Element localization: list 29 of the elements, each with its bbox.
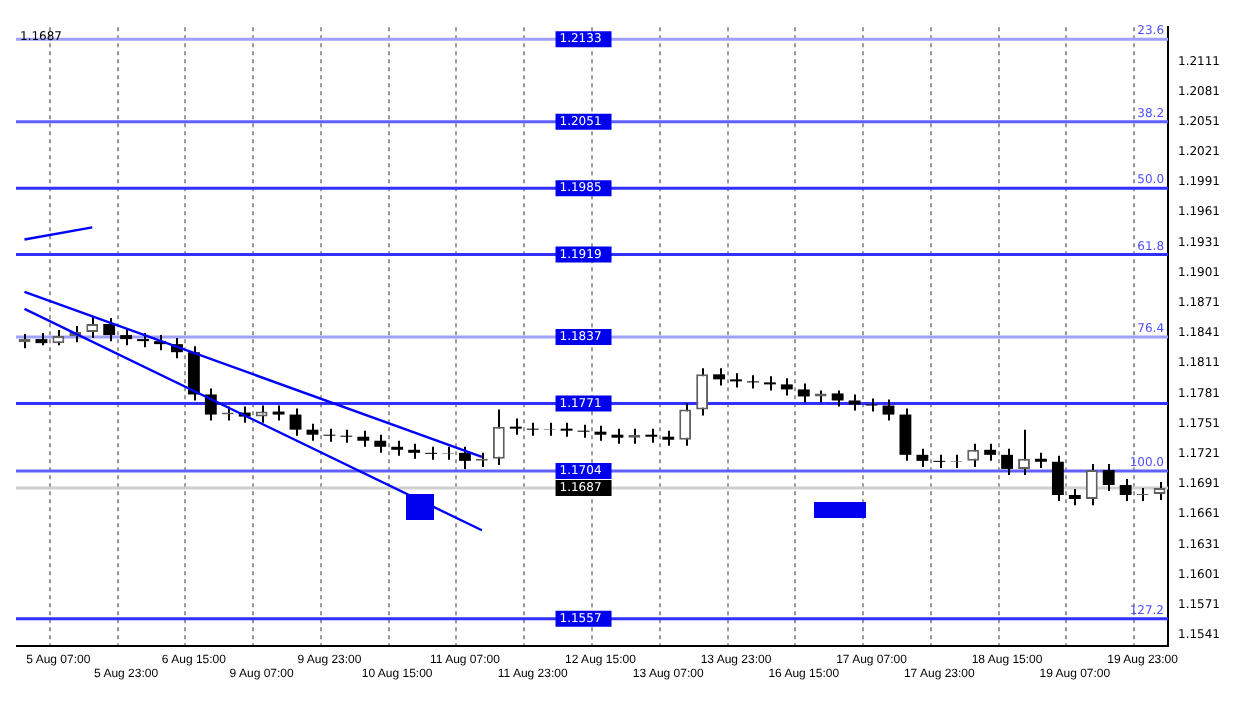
candlestick — [933, 453, 946, 469]
candlestick — [679, 402, 692, 447]
candlestick — [882, 398, 895, 422]
candlestick — [797, 382, 810, 404]
candlestick — [340, 428, 353, 444]
candlestick — [696, 367, 709, 417]
candlestick — [1085, 462, 1098, 507]
candlestick — [492, 408, 505, 466]
candlestick — [1119, 477, 1132, 503]
candlestick — [967, 442, 980, 468]
candlestick — [865, 397, 878, 413]
candlestick — [1102, 462, 1115, 493]
candlestick — [204, 387, 217, 422]
candlestick — [374, 433, 387, 454]
candlestick — [526, 421, 539, 437]
candlestick — [425, 445, 437, 461]
candlestick — [899, 407, 912, 462]
candlestick — [916, 447, 929, 468]
candlestick — [289, 407, 302, 437]
candlestick — [1001, 447, 1013, 476]
candlestick — [1136, 487, 1149, 503]
candlestick — [323, 427, 336, 443]
candlestick — [459, 445, 471, 470]
candlestick — [103, 316, 116, 343]
candlestick — [86, 314, 99, 340]
candlestick — [1018, 428, 1030, 476]
candlestick — [1051, 454, 1064, 503]
candlestick — [747, 374, 759, 390]
candlestick — [577, 423, 590, 439]
